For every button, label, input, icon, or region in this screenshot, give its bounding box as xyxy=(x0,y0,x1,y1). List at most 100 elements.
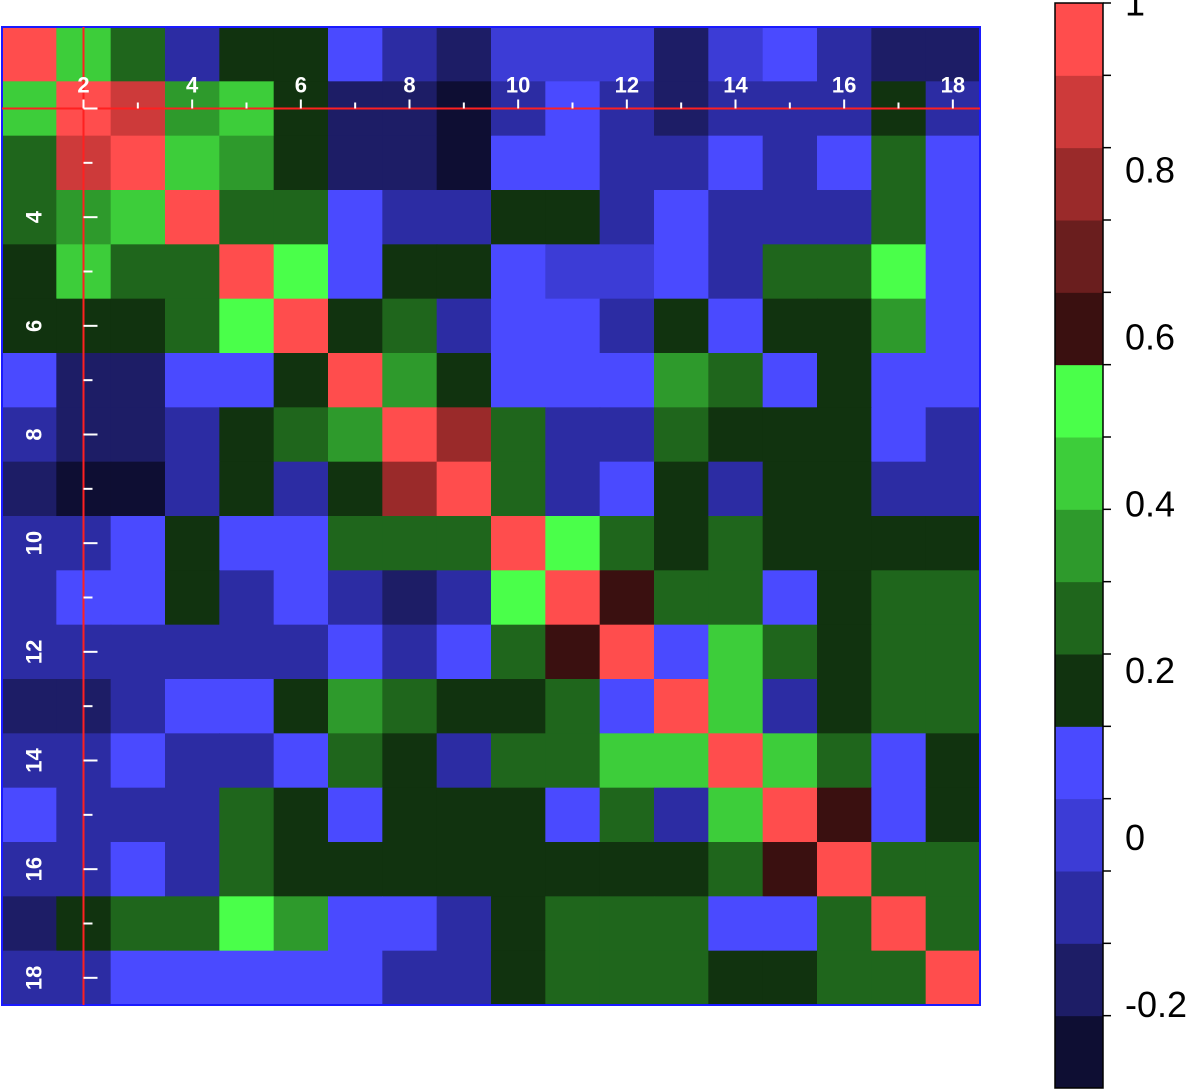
heatmap-cell xyxy=(436,407,492,463)
colorbar: -0.2 0 0.2 0.4 0.6 0.8 1 xyxy=(1054,0,1187,1089)
heatmap-cell xyxy=(762,679,818,734)
heatmap-cell xyxy=(871,190,927,245)
heatmap-cell xyxy=(708,896,764,952)
y-tick-label: 8 xyxy=(22,428,47,440)
colorbar-tick-label: 0.6 xyxy=(1125,316,1175,357)
heatmap-cell xyxy=(436,244,492,300)
heatmap-cell xyxy=(817,624,872,680)
heatmap-cell xyxy=(219,679,275,734)
heatmap-cell xyxy=(273,298,329,354)
heatmap-cell xyxy=(708,461,764,517)
heatmap-cell xyxy=(165,461,220,517)
colorbar-segment xyxy=(1055,871,1103,944)
heatmap-cell xyxy=(545,950,601,1006)
heatmap-cell xyxy=(762,298,818,354)
heatmap-cell xyxy=(654,787,709,843)
heatmap-cell xyxy=(599,461,655,517)
heatmap-cell xyxy=(708,407,764,463)
heatmap-cell xyxy=(382,570,438,626)
heatmap-cell xyxy=(110,733,166,789)
heatmap-cell xyxy=(219,298,275,354)
heatmap-cell xyxy=(545,27,601,82)
heatmap-cell xyxy=(871,516,927,571)
colorbar-segment xyxy=(1055,75,1103,149)
heatmap-cell xyxy=(382,298,438,354)
heatmap-cell xyxy=(545,135,601,191)
heatmap-cell xyxy=(654,461,709,517)
heatmap-cell xyxy=(165,950,220,1006)
heatmap-cell xyxy=(654,624,709,680)
heatmap-cell xyxy=(110,516,166,571)
heatmap-cell xyxy=(762,624,818,680)
heatmap-cell xyxy=(328,298,383,354)
heatmap-cell xyxy=(328,461,383,517)
heatmap-cell xyxy=(654,244,709,300)
heatmap-cell xyxy=(382,353,438,408)
x-tick-label: 14 xyxy=(723,73,748,98)
colorbar-tick-label: 0.8 xyxy=(1125,149,1175,190)
heatmap-cell xyxy=(219,787,275,843)
heatmap-cell xyxy=(925,461,981,517)
heatmap-cell xyxy=(165,570,220,626)
heatmap-cell xyxy=(654,896,709,952)
heatmap-cell xyxy=(491,733,546,789)
heatmap-cell xyxy=(165,516,220,571)
heatmap-cell xyxy=(491,461,546,517)
heatmap-cell xyxy=(654,298,709,354)
heatmap-cell xyxy=(491,27,546,82)
heatmap-cell xyxy=(219,624,275,680)
heatmap-cell xyxy=(599,842,655,897)
heatmap-cell xyxy=(708,842,764,897)
heatmap-cell xyxy=(491,353,546,408)
heatmap-cell xyxy=(382,407,438,463)
heatmap-cell xyxy=(273,516,329,571)
heatmap-cell xyxy=(165,787,220,843)
heatmap-cell xyxy=(599,353,655,408)
x-tick-label: 16 xyxy=(832,73,856,98)
heatmap-cell xyxy=(165,896,220,952)
heatmap-cell xyxy=(2,787,57,843)
y-tick-label: 4 xyxy=(21,210,46,223)
heatmap-cell xyxy=(762,190,818,245)
heatmap-cell xyxy=(165,624,220,680)
x-tick-label: 18 xyxy=(941,73,965,98)
heatmap-cell xyxy=(491,244,546,300)
heatmap-cell xyxy=(599,27,655,82)
heatmap-cell xyxy=(2,244,57,300)
heatmap-cell xyxy=(925,679,981,734)
heatmap-cell xyxy=(219,190,275,245)
heatmap-cell xyxy=(2,842,57,897)
heatmap-cell xyxy=(110,950,166,1006)
heatmap-cell xyxy=(871,298,927,354)
heatmap-cell xyxy=(165,407,220,463)
heatmap-cell xyxy=(545,679,601,734)
heatmap-cell xyxy=(925,244,981,300)
x-tick-label: 10 xyxy=(506,73,530,98)
heatmap-cell xyxy=(599,298,655,354)
heatmap-cell xyxy=(273,896,329,952)
heatmap-cell xyxy=(925,135,981,191)
heatmap-cell xyxy=(491,624,546,680)
heatmap-cell xyxy=(328,407,383,463)
heatmap-cell xyxy=(762,353,818,408)
heatmap-cell xyxy=(491,787,546,843)
heatmap-cell xyxy=(925,298,981,354)
heatmap-cell xyxy=(762,570,818,626)
heatmap-cell xyxy=(328,135,383,191)
heatmap-cell xyxy=(165,298,220,354)
heatmap-cell xyxy=(545,407,601,463)
heatmap-cell xyxy=(328,787,383,843)
heatmap-cell xyxy=(708,244,764,300)
heatmap-cell xyxy=(273,27,329,82)
heatmap-cell xyxy=(599,516,655,571)
heatmap-cell xyxy=(273,244,329,300)
y-tick-label: 16 xyxy=(21,857,46,881)
heatmap-cell xyxy=(871,679,927,734)
heatmap-cell xyxy=(762,461,818,517)
heatmap-cell xyxy=(273,461,329,517)
heatmap-cell xyxy=(382,244,438,300)
heatmap-cell xyxy=(219,461,275,517)
heatmap-cell xyxy=(491,842,546,897)
heatmap-cell xyxy=(762,842,818,897)
heatmap-cell xyxy=(708,298,764,354)
